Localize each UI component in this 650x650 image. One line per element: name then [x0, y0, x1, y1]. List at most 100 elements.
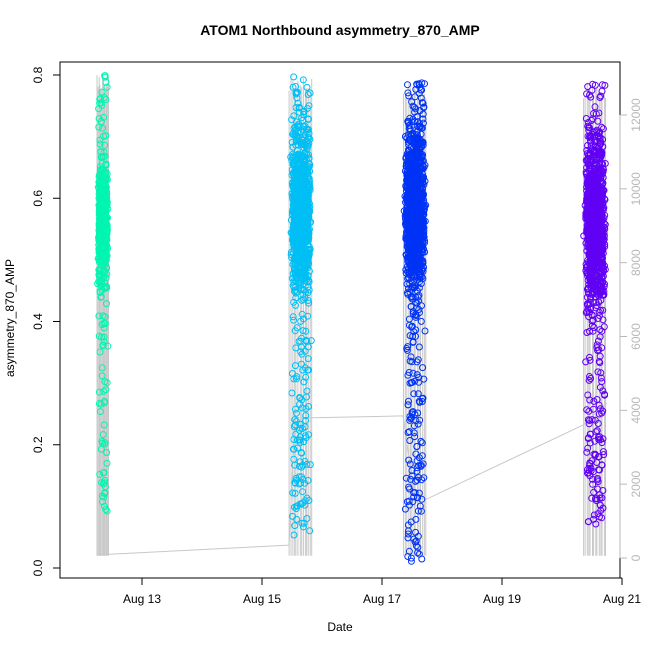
data-point	[404, 119, 412, 127]
data-point	[594, 434, 602, 441]
data-point	[302, 215, 310, 223]
data-point	[299, 76, 307, 84]
data-point	[300, 225, 308, 233]
data-point	[592, 225, 600, 233]
data-point	[297, 277, 305, 285]
data-point	[405, 121, 413, 129]
data-point	[289, 445, 297, 453]
data-point	[586, 273, 594, 281]
data-point	[293, 147, 301, 155]
data-point	[293, 502, 301, 510]
data-point	[583, 285, 591, 293]
data-point	[412, 105, 420, 113]
data-point	[101, 245, 109, 253]
data-point	[597, 177, 605, 185]
data-point	[410, 208, 418, 216]
data-point	[300, 167, 308, 175]
data-point	[412, 200, 420, 208]
data-point	[585, 434, 592, 442]
data-point	[302, 417, 309, 424]
data-point	[403, 229, 411, 236]
data-point	[412, 313, 420, 321]
data-point	[596, 494, 604, 502]
data-point	[96, 99, 104, 107]
data-point	[596, 151, 604, 159]
y2-tick-label: 12000	[629, 98, 643, 132]
x-tick-label: Aug 17	[363, 592, 401, 606]
series-session-3	[400, 79, 430, 565]
data-point	[291, 167, 299, 175]
data-point	[582, 358, 590, 366]
data-point	[413, 183, 421, 191]
data-point	[584, 83, 592, 91]
data-point	[407, 234, 415, 242]
data-point	[295, 218, 303, 226]
data-point	[290, 179, 298, 187]
data-point	[584, 391, 592, 399]
y-tick-label: 0.6	[31, 190, 45, 207]
data-point	[412, 515, 420, 523]
data-point	[415, 158, 423, 166]
data-point	[294, 249, 302, 256]
data-point	[96, 171, 104, 179]
data-point	[589, 405, 597, 413]
data-point	[100, 469, 108, 476]
data-point	[412, 259, 420, 267]
data-point	[300, 263, 308, 271]
data-point	[417, 269, 425, 277]
data-point	[301, 262, 309, 270]
data-point	[97, 445, 105, 453]
data-point	[292, 218, 300, 226]
data-point	[404, 534, 412, 542]
data-point	[97, 118, 105, 126]
data-point	[413, 80, 421, 88]
data-point	[102, 386, 110, 394]
data-point	[592, 155, 600, 163]
data-point	[297, 479, 305, 487]
data-point	[405, 200, 413, 208]
data-point	[590, 488, 598, 496]
data-point	[306, 89, 314, 97]
data-point	[303, 205, 311, 213]
data-point	[410, 103, 418, 111]
data-point	[290, 316, 298, 324]
data-point	[597, 150, 605, 158]
data-point	[582, 115, 590, 122]
data-point	[301, 457, 309, 465]
data-point	[291, 522, 299, 530]
data-point	[296, 400, 304, 408]
data-point	[419, 157, 427, 165]
data-point	[96, 140, 104, 148]
data-point	[98, 321, 106, 329]
data-point	[299, 327, 307, 335]
data-point	[412, 450, 420, 458]
data-point	[98, 165, 106, 173]
data-point	[406, 437, 414, 444]
data-point	[305, 102, 313, 110]
data-point	[306, 461, 314, 469]
data-point	[289, 313, 297, 321]
data-point	[102, 192, 110, 200]
data-point	[407, 557, 415, 565]
data-point	[305, 403, 313, 410]
data-point	[591, 416, 599, 424]
data-point	[299, 139, 307, 147]
data-point	[294, 235, 301, 243]
data-point	[419, 245, 427, 253]
data-point	[101, 73, 109, 81]
data-point	[591, 165, 599, 173]
data-point	[302, 412, 310, 420]
scatter-points	[94, 72, 609, 565]
data-point	[589, 480, 597, 488]
data-point	[99, 341, 107, 349]
data-point	[404, 429, 412, 436]
data-point	[296, 103, 303, 111]
data-point	[102, 132, 110, 140]
data-point	[404, 371, 412, 379]
data-point	[596, 501, 604, 509]
data-point	[419, 115, 427, 123]
data-point	[103, 202, 111, 210]
data-point	[100, 249, 108, 257]
data-point	[417, 507, 425, 515]
